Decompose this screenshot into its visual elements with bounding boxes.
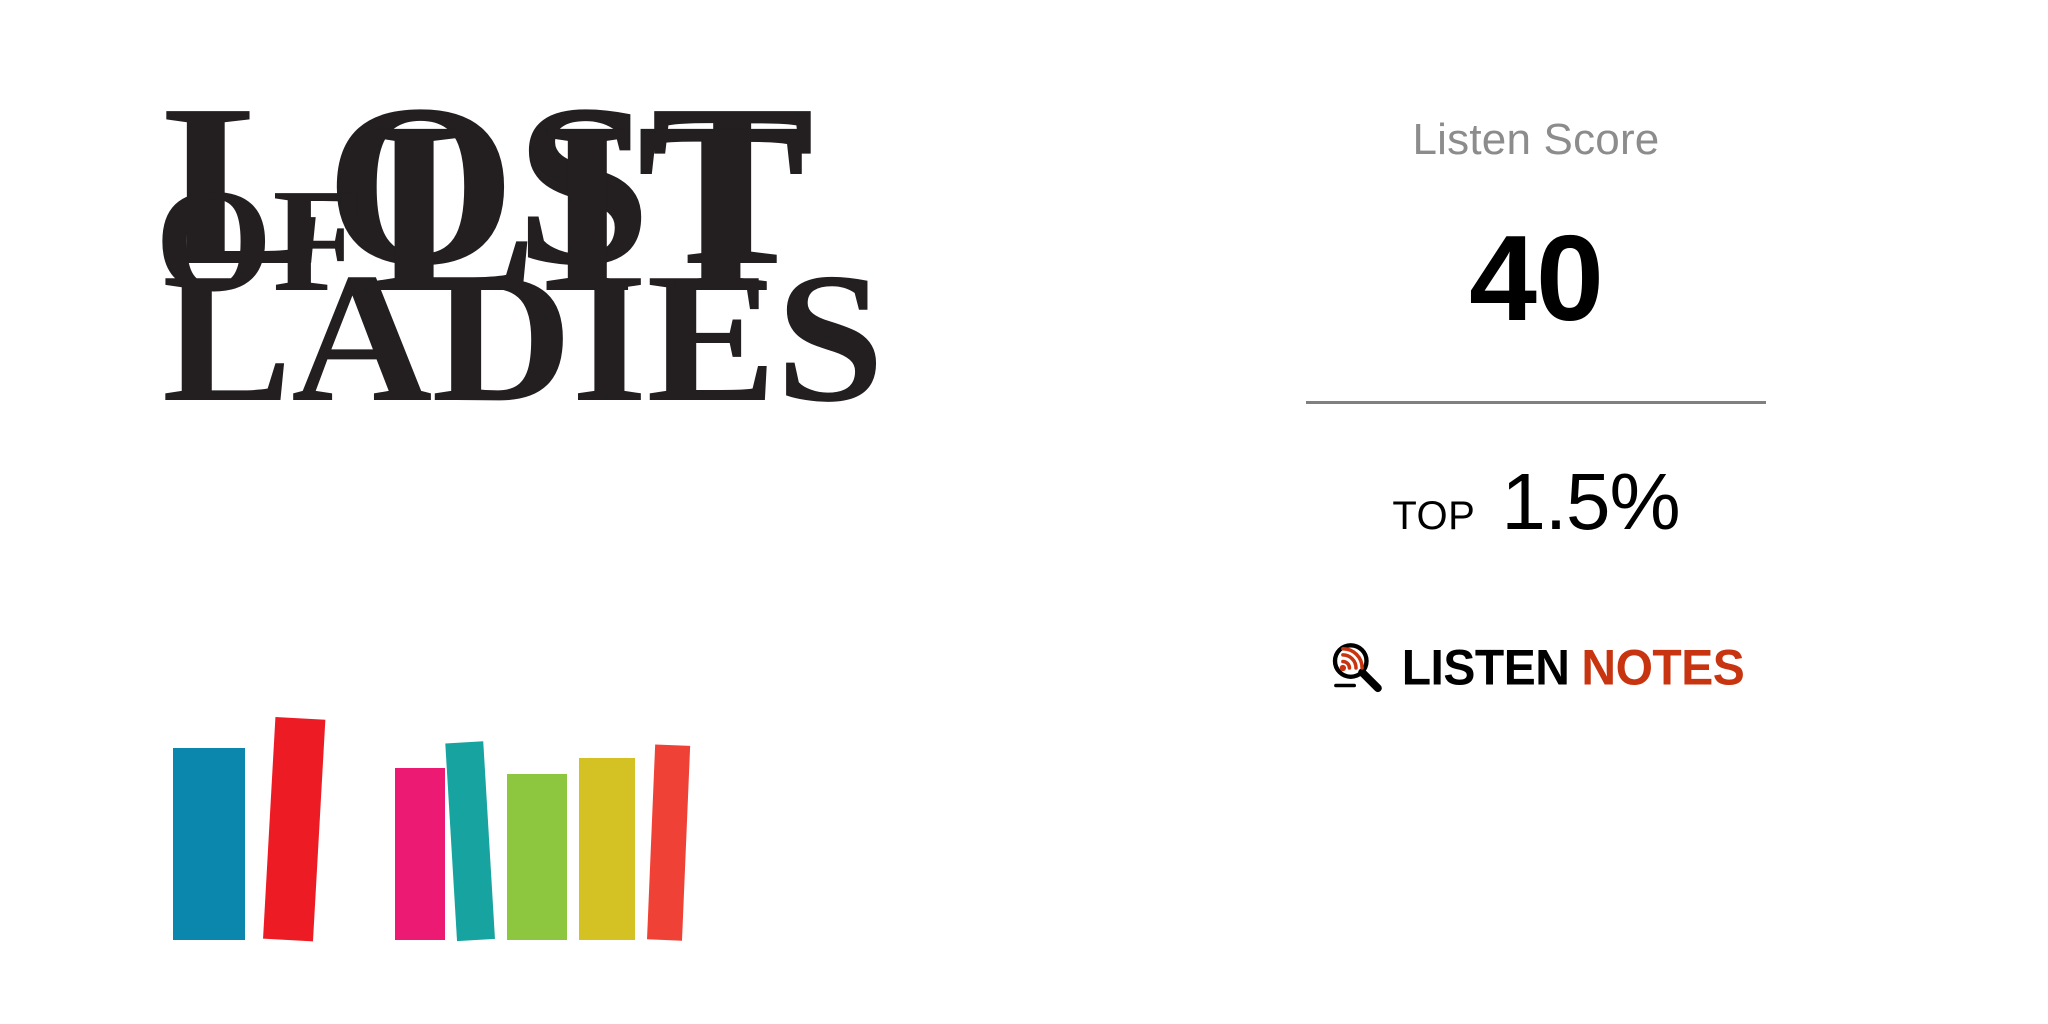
- cover-title-line-1: LOST: [162, 57, 814, 314]
- book-red: [263, 716, 326, 942]
- book-red-orange: [647, 744, 691, 941]
- cover-bookshelf-graphic: [155, 670, 875, 942]
- book-yellow: [579, 758, 635, 940]
- divider: [1306, 401, 1766, 404]
- listen-score-value: 40: [1469, 210, 1604, 346]
- rank-percentile-value: 1.5%: [1501, 457, 1680, 546]
- brand-word-listen: LISTEN: [1401, 640, 1570, 696]
- listen-notes-wordmark: LISTEN NOTES: [1402, 639, 1745, 696]
- book-green: [507, 774, 567, 940]
- podcast-cover-art[interactable]: LOST LADIES OF LIT: [155, 70, 884, 942]
- rank-top-label: TOP: [1392, 494, 1476, 538]
- global-rank-row: TOP 1.5%: [1306, 456, 1766, 548]
- cover-title-line-3: OF LIT: [155, 85, 875, 331]
- brand-word-notes: NOTES: [1581, 640, 1745, 696]
- cover-title-word-of: OF: [155, 159, 365, 323]
- book-teal-blue: [173, 748, 245, 940]
- listen-notes-logo[interactable]: LISTEN NOTES: [1306, 640, 1766, 696]
- book-pink: [395, 768, 445, 940]
- cover-title-line-2: LADIES: [162, 235, 884, 441]
- listen-score-panel: Listen Score 40 TOP 1.5%: [1306, 90, 1766, 900]
- listen-score-label: Listen Score: [1412, 115, 1660, 164]
- cover-title-word-lit: LIT: [368, 72, 806, 344]
- search-rss-icon: [1328, 640, 1384, 696]
- book-teal: [445, 741, 495, 942]
